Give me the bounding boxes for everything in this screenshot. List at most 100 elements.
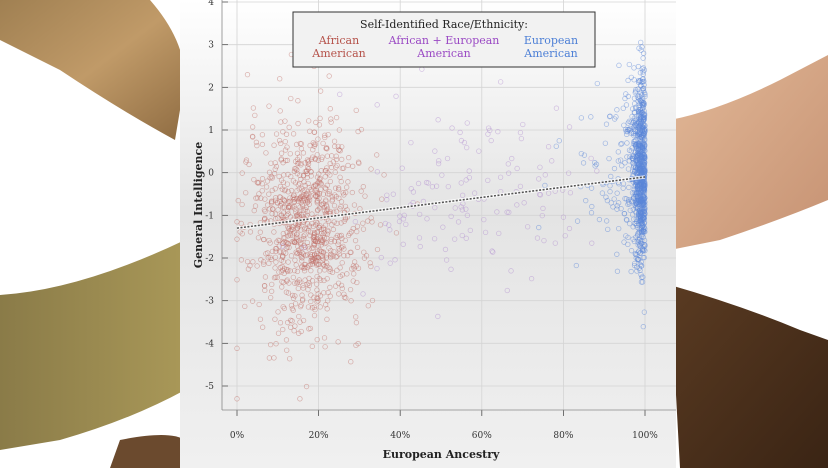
data-point [249,298,256,304]
data-point [593,161,600,167]
data-point [621,239,627,245]
data-point [498,79,504,85]
data-point [455,219,462,225]
data-point [261,216,268,223]
data-point [234,236,240,242]
data-point [299,297,306,304]
data-point [605,226,611,233]
data-point [429,184,436,190]
data-point [604,218,610,224]
data-point [288,173,294,180]
data-point [624,140,630,146]
data-point [581,152,588,158]
data-point [634,264,640,270]
data-point [514,202,520,208]
data-point [317,179,323,186]
data-point [324,165,330,171]
data-point [463,235,469,241]
data-point [408,139,414,146]
data-point [638,118,644,124]
data-point [333,156,340,163]
data-point [635,79,642,85]
data-point [341,192,347,198]
data-point [633,216,639,222]
data-point [234,277,240,283]
data-point [318,156,325,163]
data-point [630,164,637,170]
data-point [619,163,625,169]
data-point [606,113,613,120]
data-point [239,170,245,176]
data-point [457,129,463,136]
data-point [640,201,646,208]
data-point [616,62,622,68]
data-point [508,268,514,274]
data-point [316,268,323,274]
data-point [338,244,345,251]
data-point [268,288,275,294]
data-point [266,237,272,244]
data-point [311,312,318,319]
data-point [603,121,610,127]
data-point [346,154,352,161]
data-point [517,129,524,136]
data-point [466,168,472,174]
data-point [234,219,240,225]
data-point [637,78,643,84]
data-point [638,90,644,96]
data-point [275,215,281,221]
data-point [302,252,309,259]
data-point [636,95,642,102]
data-point [322,132,328,138]
data-point [378,254,384,261]
data-point [392,257,398,263]
data-point [325,227,331,234]
data-point [615,158,621,164]
data-point [306,201,312,207]
data-point [623,102,630,108]
data-point [324,235,330,241]
data-point [496,230,502,237]
data-point [349,189,355,196]
data-point [445,183,451,190]
data-point [435,117,441,123]
data-point [267,254,273,261]
data-point [339,260,345,266]
data-point [308,267,314,274]
data-point [329,222,335,228]
data-point [305,304,312,310]
data-point [341,253,347,259]
data-point [347,249,353,255]
data-point [589,240,595,246]
data-point [374,152,380,158]
data-point [342,203,349,210]
data-point [360,184,366,190]
data-point [332,169,338,175]
data-point [566,124,573,130]
data-point [641,144,647,150]
data-point [640,133,647,139]
data-point [277,248,284,255]
data-point [258,257,264,263]
y-axis-title: General Intelligence [192,142,205,268]
data-point [299,258,305,264]
data-point [626,61,632,68]
data-point [622,195,628,202]
data-point [604,197,611,204]
data-point [636,147,643,153]
data-point [330,226,337,233]
data-point [360,226,367,232]
data-point [290,178,297,184]
data-point [625,234,631,240]
data-point [345,179,351,185]
data-point [297,207,304,213]
data-point [247,229,254,235]
data-point [349,266,355,272]
data-point [423,179,430,186]
data-point [631,194,637,200]
data-point [306,326,312,332]
data-point [302,232,308,238]
data-point [299,292,305,298]
data-point [267,206,273,212]
y-tick-label: 0 [208,169,214,179]
